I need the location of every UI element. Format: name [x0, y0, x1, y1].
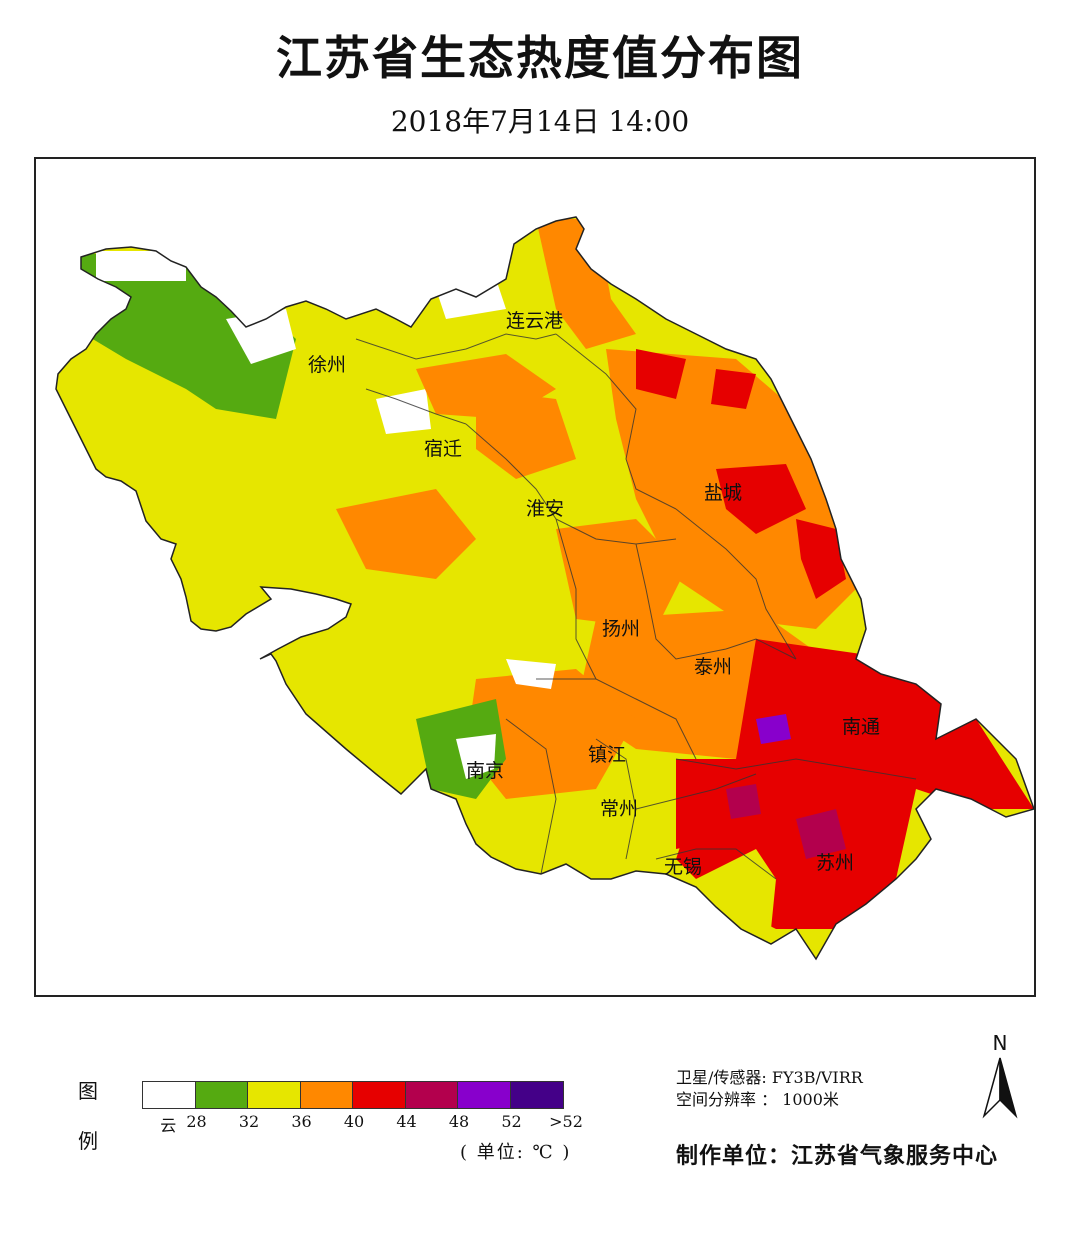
- legend-swatch: [195, 1082, 248, 1108]
- legend-unit: ( 单位: ℃ ): [460, 1142, 572, 1163]
- north-arrow-icon: N: [982, 1031, 1018, 1119]
- city-label: 淮安: [526, 498, 564, 520]
- city-label: 扬州: [602, 618, 640, 640]
- city-label: 镇江: [588, 744, 626, 766]
- legend-tick: 32: [238, 1112, 260, 1131]
- legend-tick: 36: [291, 1112, 312, 1131]
- legend-tick: 28: [186, 1112, 207, 1131]
- legend-swatch: [143, 1082, 196, 1108]
- city-label: 宿迁: [424, 438, 462, 460]
- city-label: 常州: [600, 798, 638, 820]
- legend-label: 图: [78, 1079, 98, 1103]
- jiangsu-map: 连云港 徐州 宿迁 淮安 盐城 扬州 泰州 南通 镇江 南京 常州 无锡 苏州: [55, 216, 1034, 960]
- legend-swatch: [353, 1082, 406, 1108]
- north-arrow: N: [978, 1030, 1022, 1124]
- city-label: 南京: [466, 760, 504, 782]
- legend-tick: 云: [160, 1116, 177, 1135]
- city-label: 无锡: [664, 856, 702, 878]
- satellite-info: 卫星/传感器: FY3B/VIRR: [676, 1068, 863, 1087]
- legend-tick: 52: [501, 1112, 522, 1131]
- legend-colorbar: [142, 1081, 564, 1109]
- legend-tick: 40: [343, 1112, 365, 1131]
- producer-info: 制作单位：江苏省气象服务中心: [676, 1143, 999, 1169]
- city-label: 徐州: [308, 354, 346, 376]
- legend-swatch: [300, 1082, 353, 1108]
- heat-raster: [56, 217, 1034, 959]
- north-label: N: [993, 1031, 1008, 1055]
- city-label: 南通: [842, 716, 880, 738]
- legend-swatch: [405, 1082, 458, 1108]
- city-label: 连云港: [506, 310, 563, 332]
- legend-swatch: [510, 1082, 563, 1108]
- resolution-info: 空间分辨率 ： 1000米: [676, 1090, 839, 1109]
- legend-tick: >52: [549, 1112, 583, 1131]
- map-frame: 连云港 徐州 宿迁 淮安 盐城 扬州 泰州 南通 镇江 南京 常州 无锡 苏州: [34, 157, 1036, 997]
- city-boundaries: [355, 333, 917, 880]
- legend-label: 例: [78, 1129, 98, 1153]
- city-label: 苏州: [816, 852, 854, 874]
- city-label: 盐城: [704, 482, 742, 504]
- map-subtitle: 2018年7月14日 14:00: [390, 105, 690, 138]
- map-title: 江苏省生态热度值分布图: [276, 31, 804, 85]
- city-label: 泰州: [694, 656, 732, 678]
- legend-tick: 44: [396, 1112, 417, 1131]
- legend-swatch: [248, 1082, 301, 1108]
- legend-swatch: [458, 1082, 511, 1108]
- legend-tick: 48: [448, 1112, 470, 1131]
